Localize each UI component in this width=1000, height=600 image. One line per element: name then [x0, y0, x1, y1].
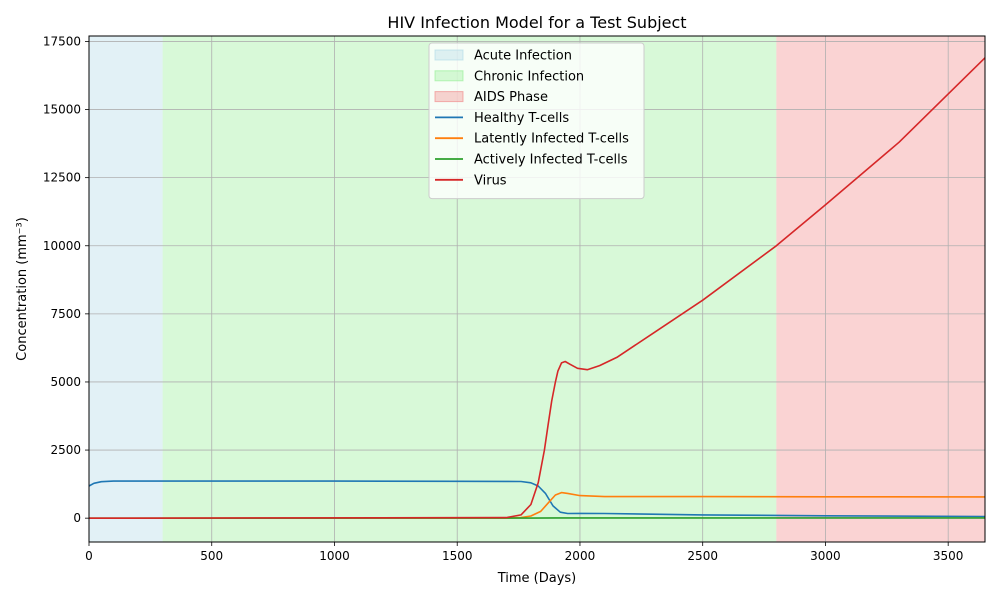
x-tick-label: 3500 [933, 549, 964, 563]
y-tick-label: 7500 [50, 307, 81, 321]
y-axis-label: Concentration (mm⁻³) [15, 217, 30, 361]
y-tick-label: 12500 [43, 171, 81, 185]
x-tick-label: 2000 [565, 549, 596, 563]
chart-title: HIV Infection Model for a Test Subject [387, 13, 686, 32]
legend-box [428, 42, 645, 200]
legend-label-acute-infection: Acute Infection [474, 49, 572, 64]
x-axis-label: Time (Days) [497, 571, 577, 586]
x-tick-label: 2500 [687, 549, 718, 563]
legend-swatch-acute-infection [434, 49, 464, 61]
legend-label-virus: Virus [474, 173, 507, 188]
phase-band-aids-phase [776, 36, 985, 542]
legend-swatch-chronic-infection [434, 70, 464, 82]
legend-label-chronic-infection: Chronic Infection [474, 69, 584, 84]
x-tick-label: 1500 [442, 549, 473, 563]
y-tick-label: 2500 [50, 443, 81, 457]
y-tick-label: 17500 [43, 34, 81, 48]
legend-label-healthy-t-cells: Healthy T-cells [474, 111, 569, 126]
x-tick-label: 500 [200, 549, 223, 563]
x-tick-label: 1000 [319, 549, 350, 563]
y-tick-label: 5000 [50, 375, 81, 389]
legend: Acute Infection Chronic Infection AIDS Pha… [428, 42, 645, 200]
y-tick-label: 15000 [43, 103, 81, 117]
series-line-virus [88, 57, 986, 519]
legend-swatch-aids-phase [434, 91, 464, 103]
x-tick-label: 0 [85, 549, 93, 563]
plot-area: 0 500 1000 1500 2000 2500 3000 3500 0 2500 5000 750… [43, 34, 986, 563]
legend-label-latently-infected-t-cells: Latently Infected T-cells [474, 132, 629, 147]
y-tick-label: 0 [73, 511, 81, 525]
legend-label-actively-infected-t-cells: Actively Infected T-cells [474, 153, 628, 168]
phase-band-acute-infection [89, 36, 163, 542]
axes-frame [88, 35, 986, 543]
legend-label-aids-phase: AIDS Phase [474, 90, 548, 105]
series-line-healthy-t-cells [88, 480, 986, 518]
x-tick-label: 3000 [810, 549, 841, 563]
y-tick-label: 10000 [43, 239, 81, 253]
